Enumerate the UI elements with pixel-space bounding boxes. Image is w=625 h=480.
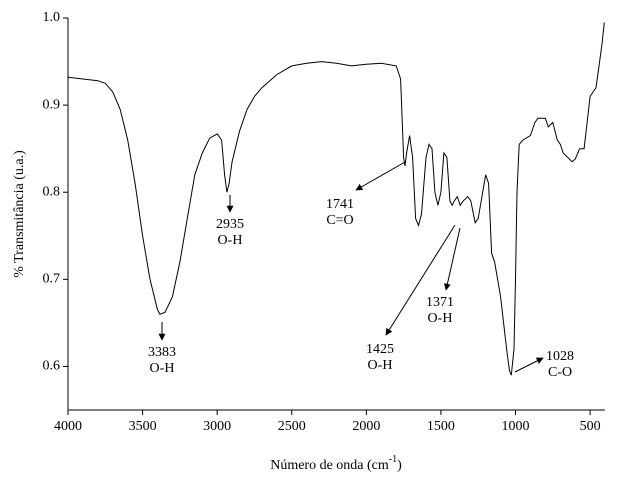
y-tick-label: 0.8 bbox=[43, 184, 61, 199]
y-tick-label: 0.7 bbox=[43, 272, 61, 287]
annotation-group: O-H bbox=[218, 233, 243, 248]
y-tick-label: 1.0 bbox=[43, 10, 61, 25]
annotation-label: 1425 bbox=[366, 342, 394, 357]
annotation-label: 2935 bbox=[216, 217, 244, 232]
annotation-group: O-H bbox=[368, 358, 393, 373]
annotation-group: C=O bbox=[326, 213, 353, 228]
x-tick-label: 4000 bbox=[54, 419, 82, 434]
x-tick-label: 500 bbox=[580, 419, 601, 434]
annotation-label: 3383 bbox=[148, 345, 176, 360]
x-tick-label: 2000 bbox=[352, 419, 380, 434]
x-tick-label: 3500 bbox=[129, 419, 157, 434]
annotation-group: C-O bbox=[548, 365, 572, 380]
annotation-label: 1371 bbox=[426, 295, 454, 310]
x-tick-label: 1500 bbox=[427, 419, 455, 434]
annotation-label: 1741 bbox=[326, 197, 354, 212]
annotation-group: O-H bbox=[150, 361, 175, 376]
y-axis-label: % Transmitância (u.a.) bbox=[12, 150, 27, 278]
x-tick-label: 3000 bbox=[203, 419, 231, 434]
spectrum-line bbox=[67, 22, 605, 376]
annotation-arrow bbox=[355, 161, 406, 191]
x-tick-label: 2500 bbox=[278, 419, 306, 434]
x-tick-label: 1000 bbox=[502, 419, 530, 434]
y-tick-label: 0.9 bbox=[43, 97, 61, 112]
annotation-group: O-H bbox=[428, 311, 453, 326]
annotation-label: 1028 bbox=[546, 349, 574, 364]
annotation-arrow bbox=[443, 227, 461, 291]
y-tick-label: 0.6 bbox=[43, 359, 61, 374]
annotation-arrow bbox=[385, 224, 456, 336]
x-axis-label: Número de onda (cm-1) bbox=[270, 454, 402, 473]
annotation-arrow bbox=[514, 357, 544, 373]
